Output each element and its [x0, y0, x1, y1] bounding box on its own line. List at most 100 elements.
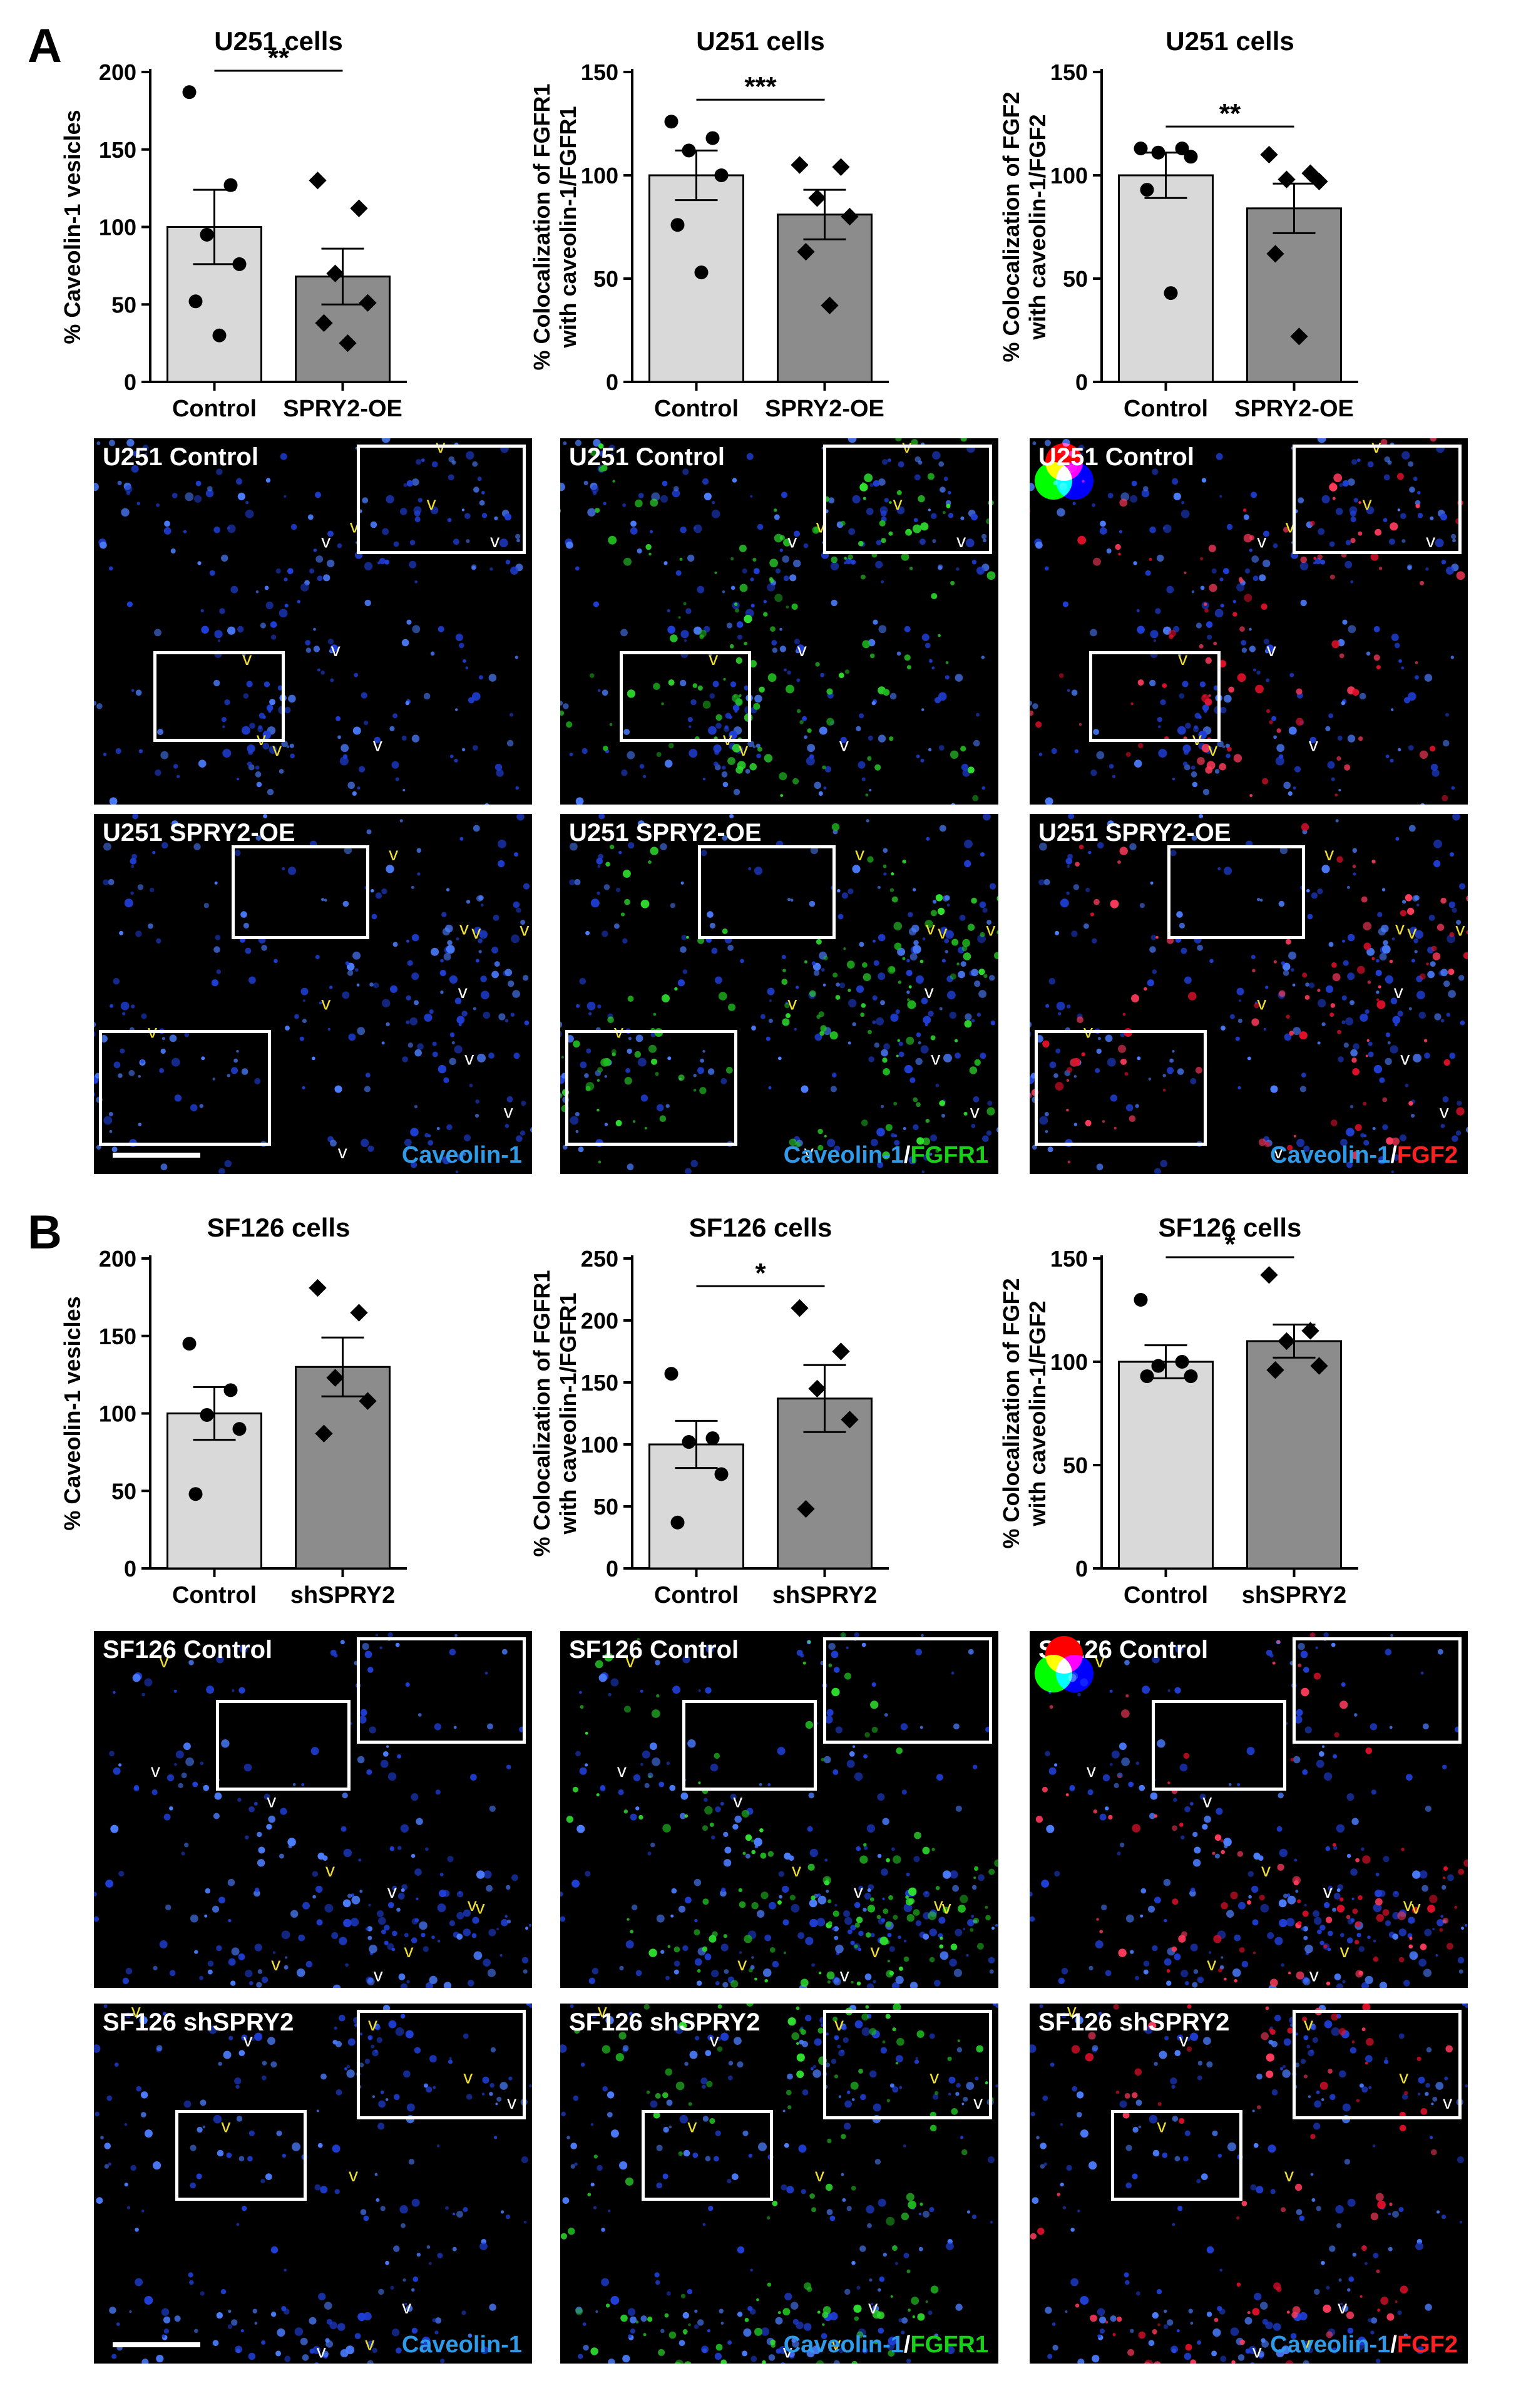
data-point: [200, 227, 214, 242]
caveolin-puncta: [1184, 2352, 1192, 2360]
caveolin-puncta: [285, 1956, 288, 1959]
caveolin-puncta: [794, 1027, 797, 1031]
arrowhead-marker: v: [221, 2116, 230, 2137]
caveolin-puncta: [237, 778, 239, 781]
caveolin-puncta: [1345, 1017, 1354, 1026]
fgfr1-puncta: [863, 973, 871, 982]
caveolin-puncta: [569, 753, 573, 756]
caveolin-puncta: [816, 1918, 826, 1927]
caveolin-puncta: [1131, 480, 1137, 486]
caveolin-puncta: [213, 1813, 220, 1819]
caveolin-puncta: [151, 1789, 158, 1796]
caveolin-puncta: [1221, 1026, 1226, 1031]
caveolin-puncta: [429, 1975, 438, 1984]
caveolin-puncta: [690, 1160, 698, 1168]
caveolin-puncta: [929, 659, 933, 663]
fgfr1-puncta: [883, 864, 887, 868]
caveolin-puncta: [1213, 685, 1219, 691]
caveolin-puncta: [449, 975, 458, 984]
caveolin-puncta: [1359, 2083, 1364, 2088]
caveolin-puncta: [364, 1086, 371, 1093]
arrowhead-marker: v: [373, 735, 382, 756]
caveolin-puncta: [1288, 791, 1293, 796]
caveolin-puncta: [730, 1793, 737, 1800]
caveolin-puncta: [1192, 1831, 1198, 1838]
caveolin-puncta: [679, 2114, 689, 2124]
caveolin-puncta: [473, 825, 480, 832]
fgfr1-puncta: [872, 2310, 881, 2319]
caveolin-label: Caveolin-1: [783, 1142, 904, 1168]
caveolin-puncta: [388, 2020, 397, 2029]
caveolin-puncta: [848, 528, 856, 535]
caveolin-puncta: [260, 2179, 265, 2184]
caveolin-puncta: [579, 1767, 587, 1775]
caveolin-puncta: [724, 1969, 729, 1974]
caveolin-puncta: [1320, 559, 1326, 565]
caveolin-puncta: [523, 975, 529, 981]
caveolin-puncta: [1237, 2354, 1245, 2361]
caveolin-puncta: [343, 1848, 352, 1858]
caveolin-puncta: [1363, 1140, 1370, 1146]
caveolin-puncta: [449, 1032, 455, 1037]
fgf2-puncta: [1401, 1848, 1405, 1851]
caveolin-puncta: [825, 2062, 831, 2067]
caveolin-puncta: [1191, 590, 1195, 594]
data-point: [841, 207, 859, 226]
caveolin-puncta: [337, 543, 342, 548]
caveolin-puncta: [707, 1068, 715, 1075]
caveolin-puncta: [852, 1022, 856, 1027]
caveolin-puncta: [130, 2164, 136, 2171]
fgfr1-puncta: [962, 939, 970, 947]
chart-title: SF126 cells: [689, 1213, 832, 1242]
fgf2-puncta: [1397, 1911, 1406, 1920]
caveolin-puncta: [399, 2205, 408, 2214]
fgfr1-puncta: [816, 2360, 824, 2364]
caveolin-puncta: [494, 2136, 498, 2139]
caveolin-puncta: [334, 2026, 337, 2030]
fgf2-puncta: [1251, 1018, 1259, 1026]
channel-label: Caveolin-1: [402, 1142, 522, 1169]
caveolin-puncta: [1139, 1784, 1145, 1791]
caveolin-puncta: [1206, 621, 1213, 628]
caveolin-puncta: [598, 853, 603, 860]
caveolin-puncta: [1135, 1761, 1140, 1766]
caveolin-puncta: [255, 765, 260, 770]
caveolin-puncta: [1252, 668, 1256, 672]
caveolin-puncta: [1220, 707, 1227, 714]
fgfr1-label: FGFR1: [910, 1142, 988, 1168]
caveolin-puncta: [131, 853, 137, 860]
caveolin-puncta: [575, 566, 580, 571]
caveolin-puncta: [948, 2076, 956, 2084]
caveolin-puncta: [727, 944, 734, 951]
caveolin-puncta: [473, 1951, 483, 1960]
caveolin-puncta: [660, 2328, 665, 2333]
data-point: [1151, 145, 1165, 160]
fgf2-puncta: [1373, 1956, 1379, 1962]
caveolin-puncta: [448, 474, 454, 481]
caveolin-puncta: [1150, 935, 1157, 940]
caveolin-puncta: [329, 985, 333, 989]
caveolin-puncta: [521, 1957, 529, 1963]
fgfr1-puncta: [688, 2323, 691, 2327]
caveolin-puncta: [160, 1163, 168, 1171]
arrowhead-marker: v: [267, 1791, 276, 1812]
caveolin-puncta: [473, 486, 479, 493]
fgf2-puncta: [1255, 684, 1264, 694]
caveolin-puncta: [916, 754, 920, 758]
caveolin-puncta: [989, 883, 996, 890]
caveolin-puncta: [284, 707, 291, 714]
fgfr1-puncta: [714, 1752, 720, 1759]
caveolin-puncta: [222, 749, 232, 758]
caveolin-puncta: [189, 2280, 194, 2285]
x-tick-label: SPRY2-OE: [765, 396, 884, 422]
caveolin-puncta: [274, 959, 278, 964]
caveolin-puncta: [309, 2317, 317, 2325]
caveolin-puncta: [1424, 1052, 1430, 1059]
fgf2-puncta: [1439, 1928, 1443, 1932]
fgf2-puncta: [1378, 567, 1383, 570]
fgf2-puncta: [1288, 1972, 1291, 1975]
caveolin-puncta: [1092, 2355, 1100, 2363]
fgfr1-puncta: [831, 1687, 840, 1697]
caveolin-puncta: [972, 1885, 977, 1890]
caveolin-puncta: [1232, 600, 1236, 604]
